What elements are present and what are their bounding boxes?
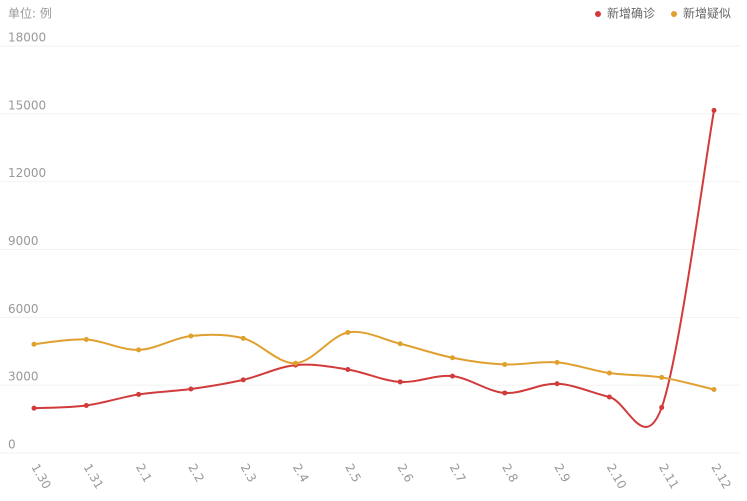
y-tick-label: 15000: [8, 98, 46, 112]
x-tick-label: 1.31: [81, 461, 106, 491]
data-point: [31, 405, 37, 411]
y-tick-label: 12000: [8, 166, 46, 180]
y-tick-label: 3000: [8, 370, 39, 384]
y-tick-label: 6000: [8, 302, 39, 316]
data-point: [606, 394, 612, 400]
series-line: [33, 110, 715, 428]
data-point: [659, 374, 665, 380]
x-tick-label: 2.5: [342, 461, 364, 485]
data-point: [188, 333, 194, 339]
data-point: [397, 341, 403, 347]
x-tick-label: 2.2: [185, 461, 207, 485]
y-tick-label: 9000: [8, 234, 39, 248]
data-point: [345, 330, 351, 336]
data-point: [711, 107, 717, 113]
data-point: [502, 390, 508, 396]
data-point: [606, 370, 612, 376]
data-point: [83, 402, 89, 408]
legend-marker: [671, 11, 677, 17]
x-tick-label: 2.6: [395, 461, 417, 485]
legend-label: 新增确诊: [607, 6, 655, 21]
x-tick-label: 2.4: [290, 461, 312, 485]
series-line: [33, 330, 715, 391]
x-tick-label: 2.10: [604, 461, 629, 491]
data-point: [188, 386, 194, 392]
x-tick-label: 2.9: [551, 461, 573, 485]
data-point: [240, 335, 246, 341]
data-point: [554, 381, 560, 387]
unit-label: 单位: 例: [8, 6, 52, 21]
x-tick-label: 2.7: [447, 461, 469, 485]
data-point: [83, 337, 89, 343]
data-point: [659, 404, 665, 410]
legend-label: 新增疑似: [683, 6, 731, 21]
data-point: [31, 341, 37, 347]
y-tick-label: 18000: [8, 31, 46, 45]
y-tick-label: 0: [8, 438, 16, 452]
data-point: [240, 377, 246, 383]
data-point: [397, 379, 403, 385]
x-tick-label: 2.11: [656, 461, 681, 491]
data-point: [554, 359, 560, 365]
data-point: [136, 347, 142, 353]
data-point: [711, 387, 717, 393]
data-point: [136, 391, 142, 397]
x-tick-label: 1.30: [28, 461, 53, 491]
data-point: [345, 366, 351, 372]
legend-marker: [595, 11, 601, 17]
data-point: [293, 360, 299, 366]
x-tick-label: 2.8: [499, 461, 521, 485]
x-tick-label: 2.1: [133, 461, 155, 485]
data-point: [449, 373, 455, 379]
data-point: [449, 355, 455, 361]
data-point: [502, 361, 508, 367]
x-tick-label: 2.3: [238, 461, 260, 485]
x-tick-label: 2.12: [708, 461, 733, 491]
